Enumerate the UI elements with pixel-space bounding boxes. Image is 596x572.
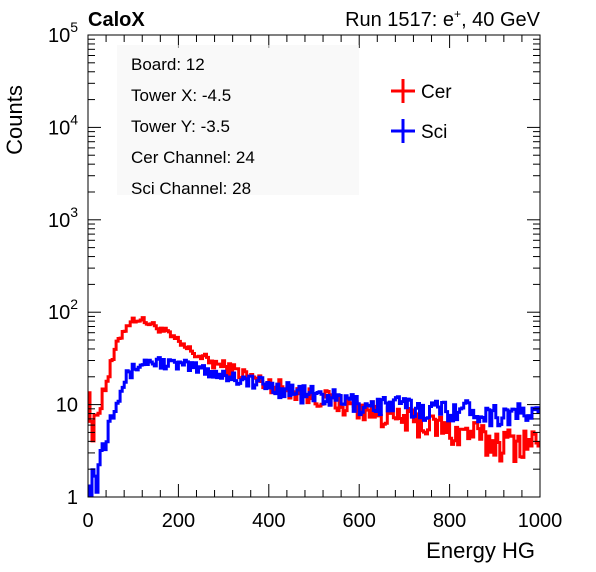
info-line: Board: 12 — [131, 55, 205, 74]
x-tick-label: 1000 — [518, 510, 563, 532]
header-right: Run 1517: e+, 40 GeV — [345, 7, 541, 31]
x-tick-label: 800 — [433, 510, 466, 532]
info-box — [117, 45, 359, 195]
header-right-suffix: , 40 GeV — [461, 9, 541, 31]
x-tick-label: 200 — [162, 510, 195, 532]
axis-ticks: 0 200 400 600 800 1000 1 10 102 103 104 105 — [48, 19, 562, 532]
x-tick-label: 0 — [82, 510, 93, 532]
info-text-block: Board: 12 Tower X: -4.5 Tower Y: -3.5 Cer C… — [131, 55, 255, 198]
plot-frame — [87, 34, 541, 498]
y-tick-label: 105 — [48, 19, 78, 47]
y-tick-label: 10 — [56, 395, 78, 417]
info-line: Sci Channel: 28 — [131, 179, 251, 198]
y-tick-label: 104 — [48, 111, 78, 139]
info-line: Tower X: -4.5 — [131, 86, 231, 105]
x-tick-label: 600 — [343, 510, 376, 532]
legend: Cer Sci — [391, 79, 452, 143]
header-right-prefix: Run 1517: e — [345, 9, 454, 31]
y-tick-label: 102 — [48, 296, 78, 324]
info-line: Cer Channel: 24 — [131, 148, 255, 167]
y-tick-label: 103 — [48, 204, 78, 232]
legend-label-sci: Sci — [421, 122, 447, 143]
header-left: CaloX — [88, 9, 145, 31]
y-axis-title: Counts — [2, 85, 27, 155]
x-tick-label: 400 — [252, 510, 285, 532]
y-tick-label: 1 — [67, 487, 78, 509]
series-sci-line — [88, 356, 540, 497]
info-line: Tower Y: -3.5 — [131, 117, 230, 136]
legend-label-cer: Cer — [421, 82, 452, 103]
x-axis-title: Energy HG — [426, 538, 535, 563]
series-cer-line — [88, 316, 540, 463]
plot-area — [88, 316, 540, 497]
header-right-sup: + — [454, 7, 461, 21]
